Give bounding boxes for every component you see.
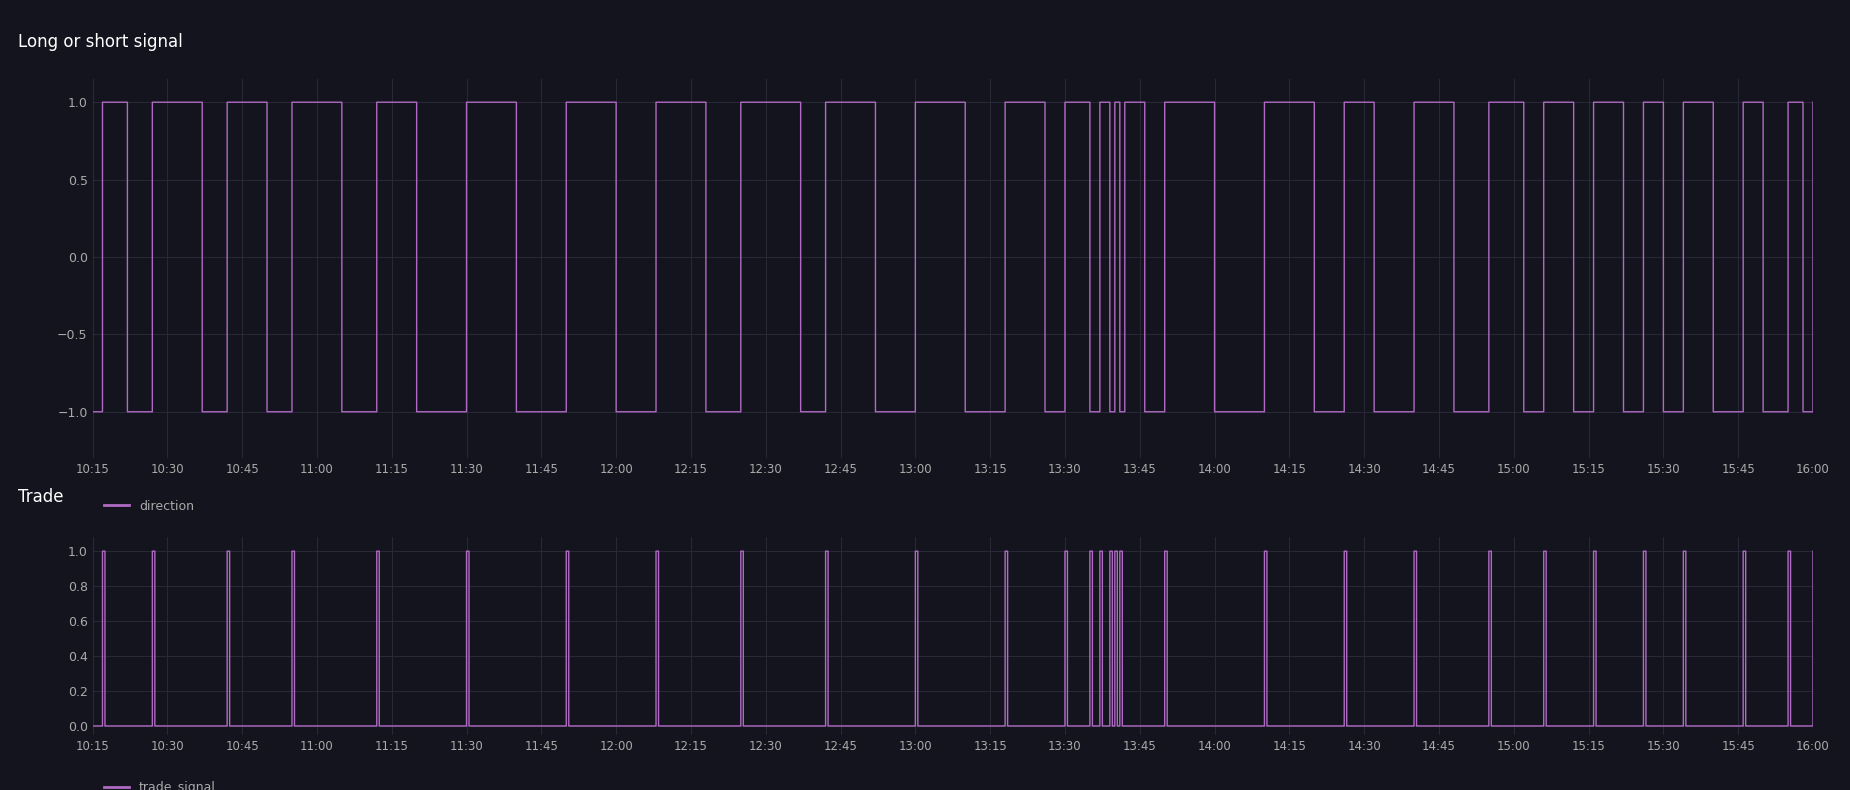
Text: Trade: Trade — [18, 487, 65, 506]
Legend: direction: direction — [98, 495, 198, 517]
Legend: trade_signal: trade_signal — [98, 777, 220, 790]
Text: Long or short signal: Long or short signal — [18, 33, 183, 51]
